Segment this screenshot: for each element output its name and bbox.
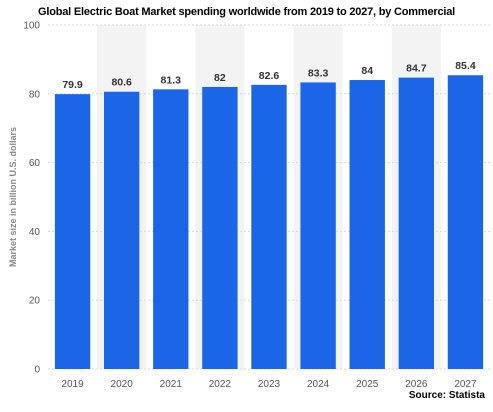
value-label: 81.3 xyxy=(161,74,182,86)
bar xyxy=(300,82,336,369)
value-label: 84 xyxy=(361,65,373,77)
bar xyxy=(153,89,189,369)
x-tick-label: 2019 xyxy=(61,379,84,390)
x-tick-label: 2020 xyxy=(111,379,134,390)
y-tick-label: 100 xyxy=(23,21,40,32)
x-tick-label: 2025 xyxy=(356,379,379,390)
bar xyxy=(202,86,238,370)
y-axis-ticks: 0 20 40 60 80 100 xyxy=(23,21,40,376)
bar xyxy=(103,91,140,370)
y-tick-label: 0 xyxy=(34,365,40,376)
chart-title: Global Electric Boat Market spending wor… xyxy=(38,6,455,18)
y-tick-label: 80 xyxy=(29,89,41,100)
value-labels: 79.9 80.6 81.3 82 82.6 83.3 84 84.7 85.4 xyxy=(62,60,475,91)
value-label: 83.3 xyxy=(308,67,329,79)
bar xyxy=(349,80,385,369)
y-tick-label: 60 xyxy=(29,158,41,169)
y-axis-label: Market size in billion U.S. dollars xyxy=(8,127,18,267)
y-tick-label: 20 xyxy=(29,296,41,307)
x-axis-ticks: 2019 2020 2021 2022 2023 2024 2025 2026 2027 xyxy=(61,379,477,390)
x-tick-label: 2021 xyxy=(160,379,183,390)
x-tick-label: 2023 xyxy=(258,379,281,390)
x-tick-label: 2026 xyxy=(405,379,428,390)
x-tick-label: 2024 xyxy=(307,379,330,390)
x-tick-label: 2022 xyxy=(209,379,232,390)
bar xyxy=(398,77,435,369)
source-label: Source: Statista xyxy=(408,390,485,401)
value-label: 85.4 xyxy=(455,60,476,72)
bar xyxy=(447,75,484,369)
value-label: 80.6 xyxy=(111,77,132,89)
bar xyxy=(54,94,91,370)
bar xyxy=(251,84,287,369)
value-label: 84.7 xyxy=(406,63,427,75)
value-label: 82 xyxy=(214,72,226,84)
x-tick-label: 2027 xyxy=(454,379,477,390)
value-label: 79.9 xyxy=(62,79,83,91)
value-label: 82.6 xyxy=(259,70,280,82)
bars xyxy=(54,75,484,370)
y-tick-label: 40 xyxy=(29,227,41,238)
